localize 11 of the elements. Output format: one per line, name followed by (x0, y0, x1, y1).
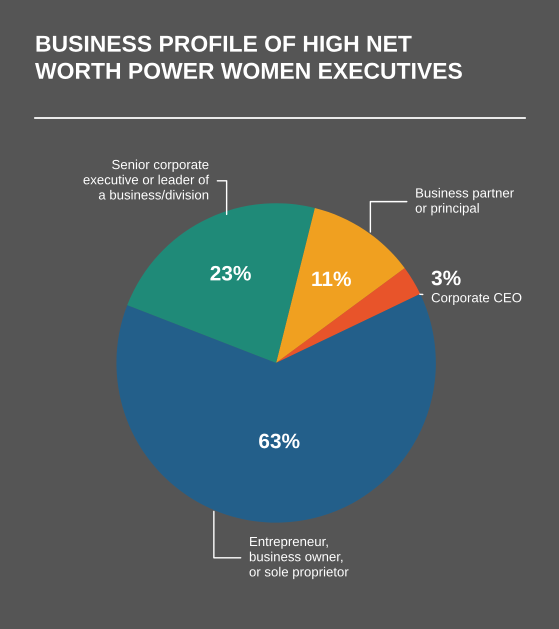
slice-label: Corporate CEO (432, 293, 522, 305)
slice-label: Entrepreneur, business owner, or sole proprietor (250, 536, 349, 580)
pie-slice (276, 268, 420, 363)
slice-label: Business partner or principal (416, 188, 514, 216)
data-label: 3% (432, 270, 461, 286)
chart-title: BUSINESS PROFILE OF HIGH NET WORTH POWER WOMEN EXECUTIVES (35, 36, 462, 80)
data-label: 63% (259, 434, 300, 448)
pie-slice (276, 208, 405, 363)
data-label: 23% (210, 266, 251, 281)
data-label: 11% (312, 272, 351, 286)
slice-label: Senior corporate executive or leader of a business/division (83, 160, 210, 200)
